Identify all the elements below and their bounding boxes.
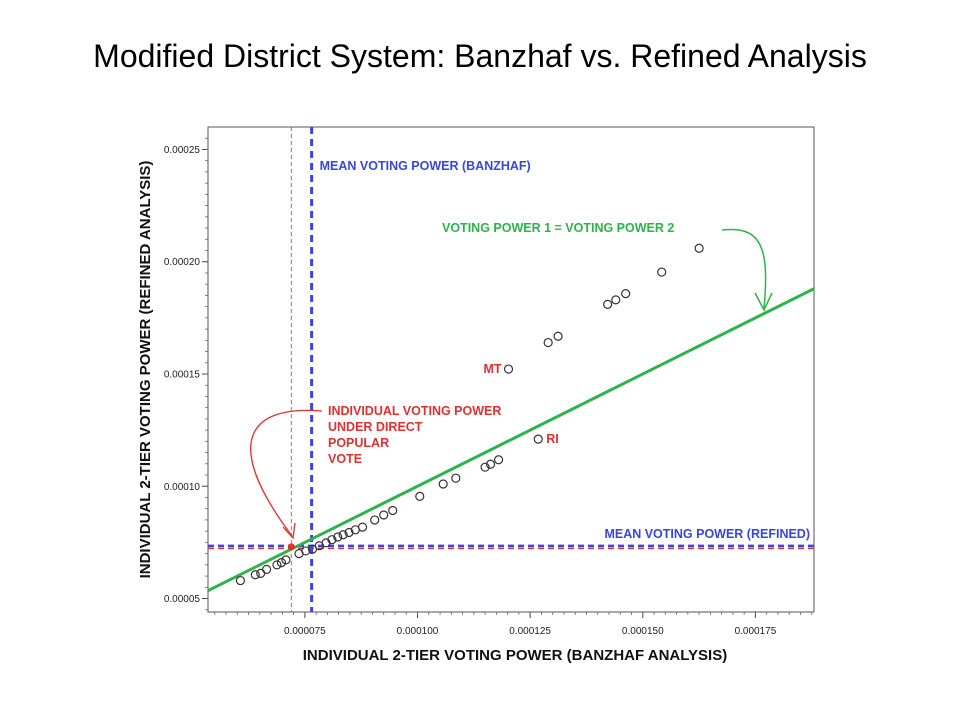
data-point	[438, 479, 448, 489]
data-point	[611, 295, 621, 305]
data-point	[344, 527, 354, 538]
y-tick-label: 0.00010	[164, 482, 201, 493]
data-point	[451, 473, 461, 483]
data-point	[485, 459, 496, 469]
point-label-mt: MT	[483, 362, 501, 376]
direct-vote-label-line: POPULAR	[328, 436, 389, 450]
y-tick-label: 0.00020	[164, 257, 201, 268]
point-label-ri: RI	[546, 432, 559, 446]
x-tick-label: 0.000125	[509, 626, 551, 637]
x-axis-title: INDIVIDUAL 2-TIER VOTING POWER (BANZHAF …	[303, 647, 727, 664]
direct-vote-arrow	[250, 409, 323, 537]
y-tick-label: 0.00015	[164, 369, 201, 380]
data-point	[480, 462, 490, 472]
x-tick-label: 0.000150	[622, 626, 664, 637]
direct-vote-label-line: INDIVIDUAL VOTING POWER	[328, 404, 501, 418]
data-point	[503, 364, 514, 374]
data-point	[657, 267, 667, 277]
data-point	[281, 555, 291, 565]
data-point	[357, 522, 368, 532]
direct-vote-arrowhead	[282, 522, 296, 540]
y-tick-label: 0.00025	[164, 145, 201, 156]
data-point	[553, 331, 563, 341]
x-tick-label: 0.000075	[284, 626, 326, 637]
identity-arrowhead	[754, 292, 773, 312]
data-point	[250, 570, 260, 580]
data-point	[379, 510, 389, 520]
data-point	[533, 434, 543, 444]
direct-vote-label-line: VOTE	[328, 452, 362, 466]
data-point	[603, 299, 613, 309]
data-point	[276, 558, 287, 568]
data-point	[621, 289, 631, 299]
data-point	[370, 515, 380, 525]
data-point	[235, 575, 246, 586]
data-point	[415, 491, 425, 501]
identity-label: VOTING POWER 1 = VOTING POWER 2	[442, 221, 674, 235]
data-point	[327, 535, 337, 545]
y-axis-title: INDIVIDUAL 2-TIER VOTING POWER (REFINED …	[137, 161, 154, 579]
plot-area	[207, 126, 815, 613]
slide-title: Modified District System: Banzhaf vs. Re…	[93, 38, 867, 74]
data-point	[261, 564, 272, 574]
data-point	[338, 530, 348, 540]
x-tick-label: 0.000175	[735, 626, 777, 637]
mean-refined-label: MEAN VOTING POWER (REFINED)	[604, 527, 810, 541]
direct-vote-label-line: UNDER DIRECT	[328, 420, 423, 434]
identity-arrow	[721, 228, 767, 309]
identity-line	[208, 287, 814, 593]
data-point	[333, 532, 343, 542]
data-point	[694, 243, 704, 253]
data-point	[301, 546, 311, 556]
data-point	[388, 505, 398, 516]
x-tick-label: 0.000100	[397, 626, 439, 637]
y-tick-label: 0.00005	[164, 594, 201, 605]
direct-vote-point	[287, 543, 295, 551]
data-point	[272, 560, 282, 570]
data-point	[543, 337, 553, 348]
mean-banzhaf-label: MEAN VOTING POWER (BANZHAF)	[320, 159, 531, 173]
data-point	[494, 455, 504, 465]
